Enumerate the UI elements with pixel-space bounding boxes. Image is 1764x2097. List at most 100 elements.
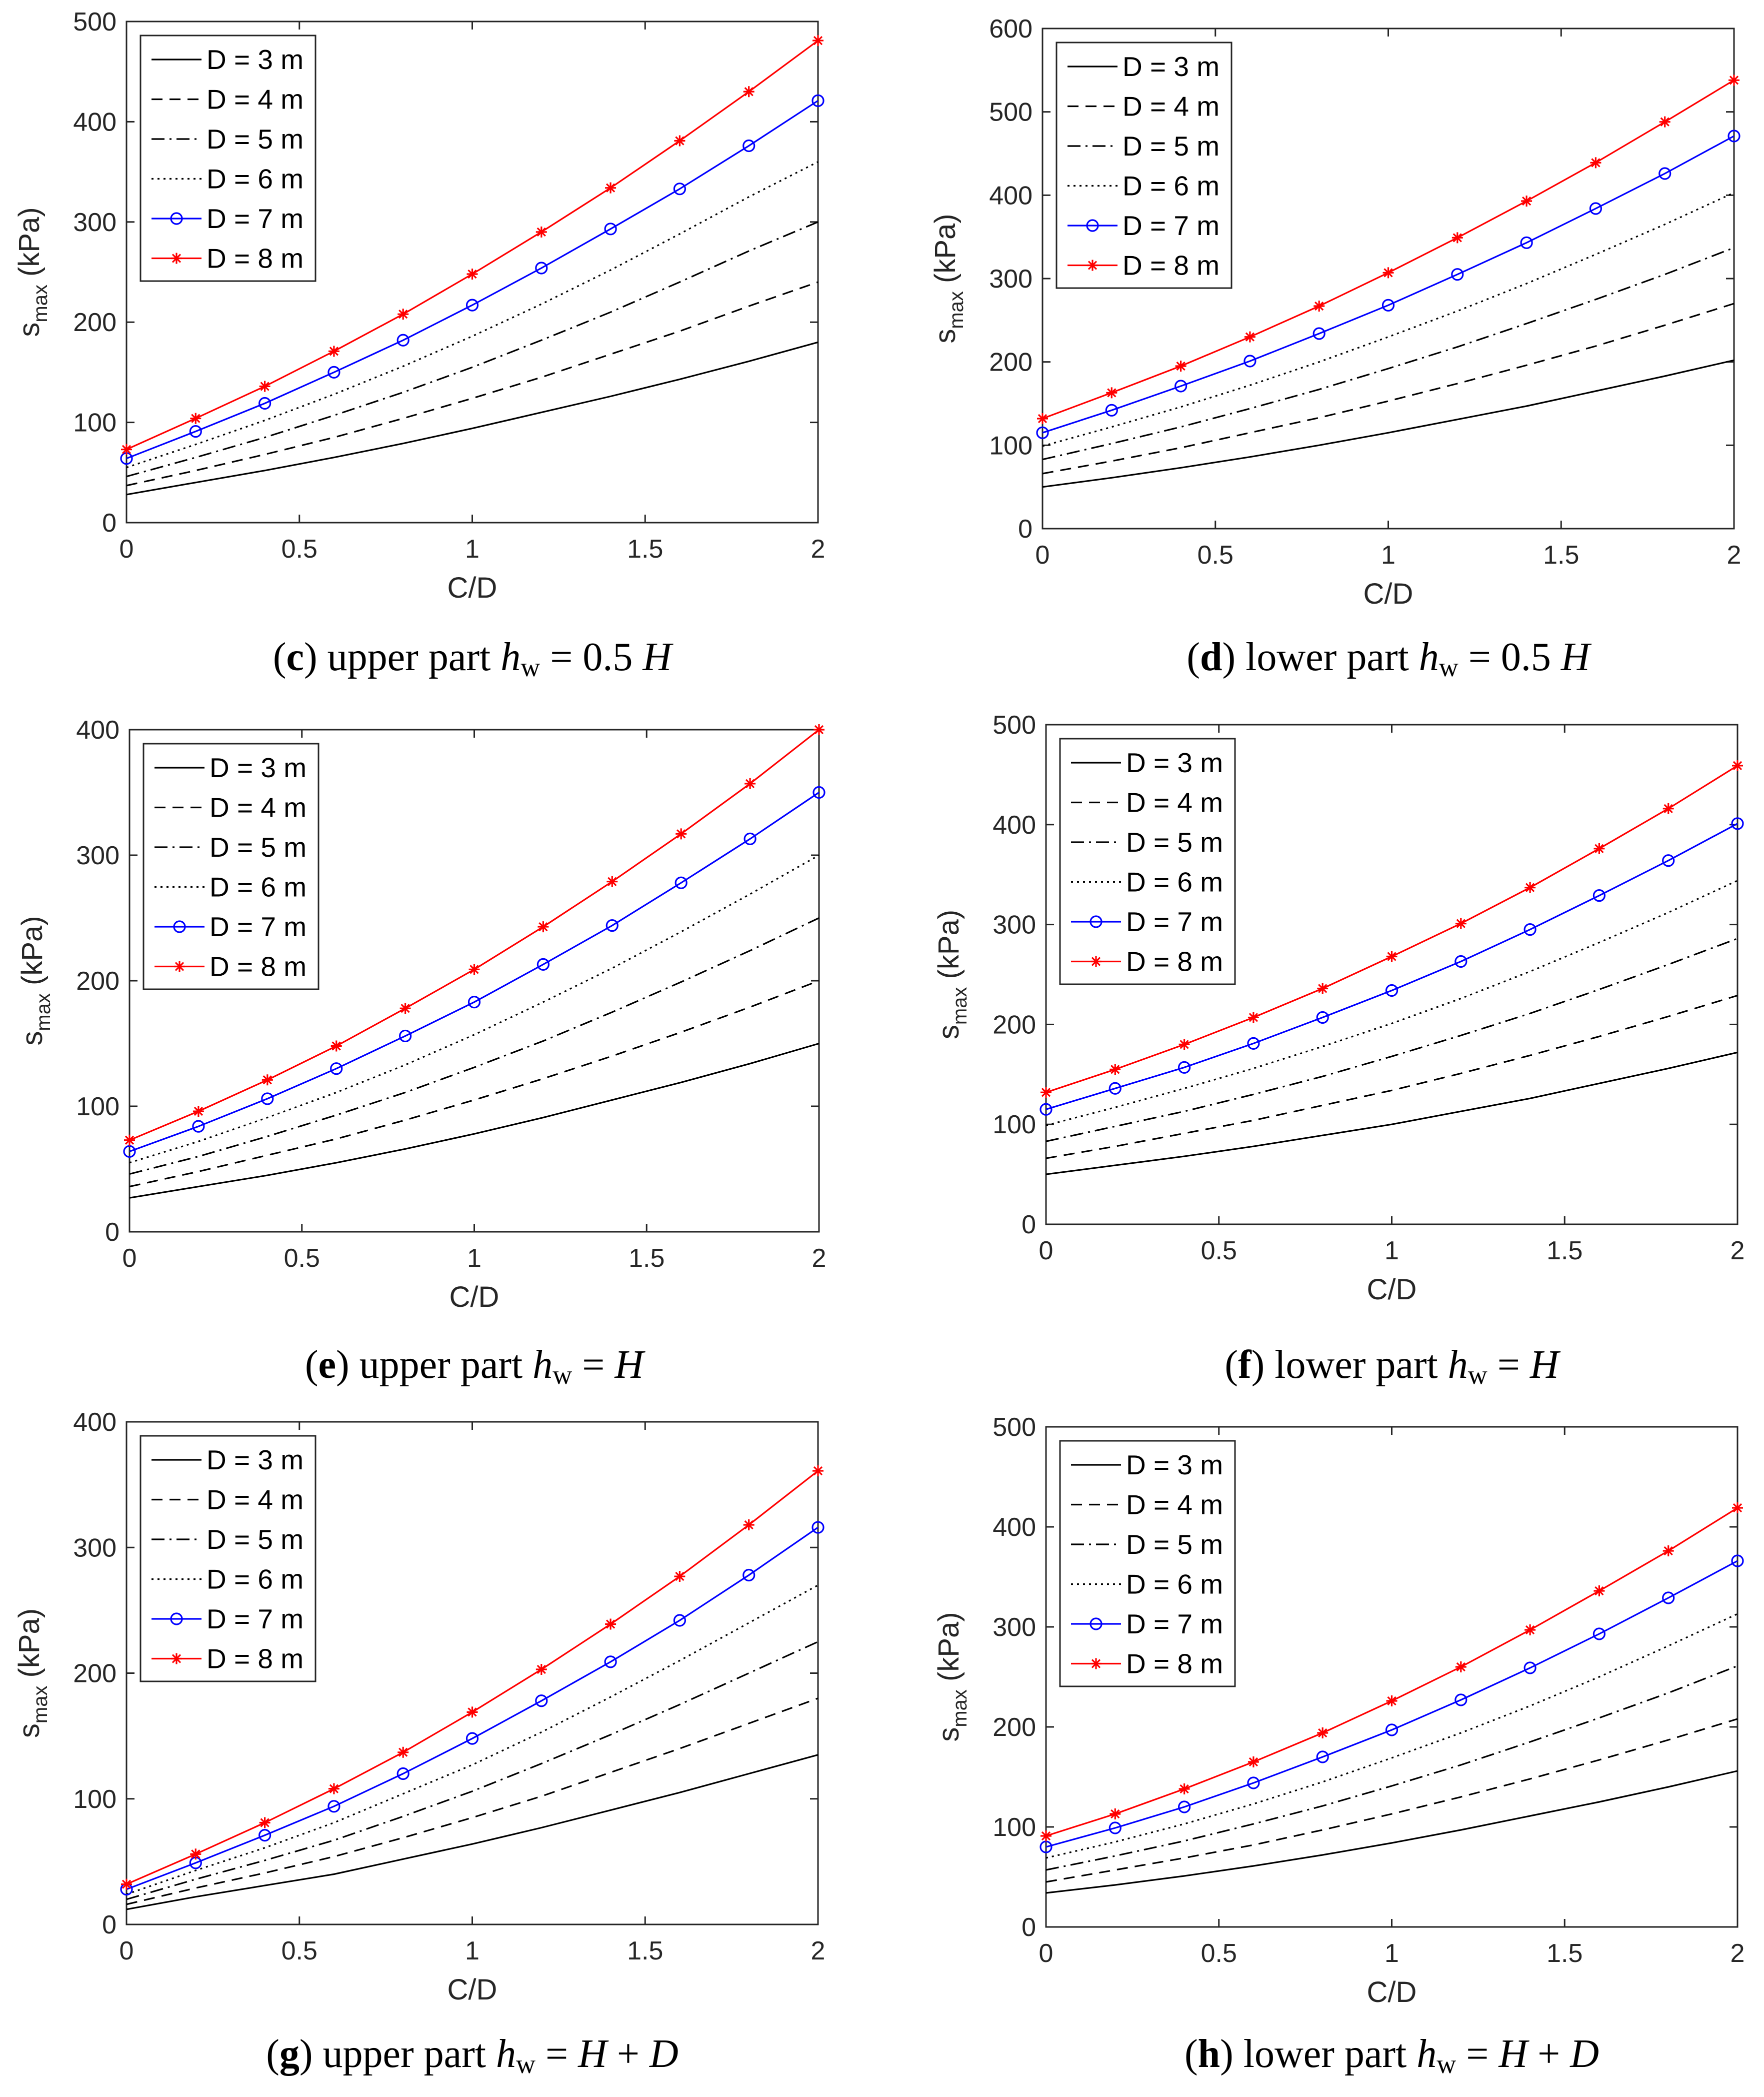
- y-axis-subscript: max: [30, 285, 52, 323]
- series-line: [1046, 938, 1738, 1142]
- y-axis-title: smax (kPa): [16, 916, 54, 1045]
- data-point-circle: [673, 183, 686, 196]
- data-point-asterisk: [1452, 232, 1463, 244]
- caption-variable: h: [500, 635, 520, 679]
- data-point-circle: [1036, 426, 1049, 439]
- legend-label: D = 5 m: [1126, 1529, 1223, 1560]
- legend-marker-circle: [1090, 915, 1102, 928]
- y-axis-unit: (kPa): [13, 1608, 46, 1686]
- data-point-asterisk: [1178, 1039, 1190, 1050]
- y-tick-label: 100: [989, 431, 1032, 460]
- y-tick-label: 500: [73, 8, 116, 37]
- data-point-asterisk: [1040, 1087, 1052, 1098]
- legend-label: D = 3 m: [210, 752, 306, 783]
- series-5: [1040, 1554, 1744, 1853]
- y-tick-label: 400: [992, 811, 1036, 840]
- caption-paren-close: ): [336, 1343, 350, 1387]
- series-4: [126, 161, 818, 469]
- data-point-circle: [604, 223, 617, 236]
- y-tick-label: 200: [992, 1713, 1036, 1742]
- data-point-circle: [1108, 1821, 1122, 1834]
- data-point-circle: [1178, 1800, 1191, 1813]
- legend-label: D = 4 m: [1126, 1489, 1223, 1520]
- caption-subscript: w: [1468, 1360, 1488, 1390]
- series-line: [1046, 1560, 1738, 1848]
- panel-caption: (e) upper part hw = H: [305, 1343, 646, 1390]
- legend-label: D = 3 m: [1122, 51, 1220, 82]
- data-point-asterisk: [605, 182, 616, 194]
- x-tick-label: 0: [1039, 1939, 1054, 1968]
- caption-paren-close: ): [1252, 1343, 1265, 1387]
- caption-relation: =: [572, 1343, 614, 1387]
- data-point-asterisk: [814, 724, 824, 735]
- data-point-asterisk: [1732, 1502, 1743, 1513]
- x-tick-label: 1.5: [1543, 541, 1579, 570]
- data-point-circle: [1247, 1776, 1260, 1789]
- y-tick-label: 400: [73, 108, 116, 137]
- legend: D = 3 m D = 4 m D = 5 m D = 6 m D = 7 m D = 8…: [140, 1435, 316, 1682]
- data-point-asterisk: [1110, 1808, 1121, 1819]
- series-line: [126, 1641, 818, 1900]
- data-point-circle: [812, 94, 824, 107]
- caption-letter: e: [318, 1343, 336, 1387]
- series-line: [1046, 823, 1738, 1110]
- y-tick-label: 500: [992, 1413, 1036, 1442]
- data-point-circle: [1316, 1750, 1329, 1763]
- chart-panel-e: 0 0.5 1 1.5 2 0 100 200 300 400 C/D smax (kPa) D = 3…: [16, 716, 826, 1390]
- data-point-asterisk: [1248, 1012, 1259, 1023]
- series-3: [1046, 938, 1738, 1142]
- y-axis-symbol: s: [16, 1031, 48, 1046]
- legend-label: D = 8 m: [1122, 250, 1220, 281]
- x-tick-label: 0.5: [282, 1936, 318, 1965]
- data-point-circle: [466, 1732, 479, 1745]
- legend-label: D = 8 m: [206, 243, 304, 274]
- data-point-asterisk: [1317, 983, 1328, 994]
- data-point-circle: [328, 366, 340, 379]
- x-tick-label: 0: [122, 1244, 137, 1273]
- x-tick-label: 1.5: [1546, 1939, 1582, 1968]
- x-axis-title: C/D: [1364, 578, 1414, 610]
- data-point-circle: [1108, 1082, 1122, 1095]
- data-point-circle: [1454, 1693, 1468, 1706]
- data-point-circle: [673, 1614, 686, 1627]
- legend-label: D = 6 m: [1126, 1569, 1223, 1600]
- y-axis-subscript: max: [30, 1686, 52, 1724]
- x-tick-label: 2: [1727, 541, 1742, 570]
- legend-label: D = 5 m: [1126, 827, 1223, 858]
- data-point-circle: [192, 1120, 205, 1133]
- caption-relation: =: [536, 2032, 578, 2076]
- data-point-asterisk: [1175, 361, 1186, 372]
- data-point-asterisk: [1662, 803, 1674, 814]
- series-line: [126, 161, 818, 469]
- legend-label: D = 6 m: [206, 1564, 304, 1595]
- y-axis-symbol: s: [929, 329, 962, 344]
- x-tick-label: 0.5: [284, 1244, 320, 1273]
- x-tick-label: 2: [811, 1936, 826, 1965]
- legend-marker-circle: [170, 1612, 183, 1625]
- y-tick-label: 0: [1022, 1210, 1036, 1239]
- x-tick-label: 0: [1039, 1236, 1054, 1265]
- y-axis-symbol: s: [932, 1727, 965, 1742]
- data-point-circle: [258, 1829, 272, 1842]
- y-tick-label: 200: [992, 1010, 1036, 1039]
- data-point-circle: [396, 334, 410, 347]
- x-tick-label: 1: [1384, 1236, 1399, 1265]
- x-tick-label: 1: [465, 535, 480, 564]
- x-axis-title: C/D: [1367, 1976, 1417, 2008]
- series-3: [129, 917, 820, 1175]
- data-point-asterisk: [190, 413, 202, 424]
- data-point-asterisk: [1662, 1545, 1674, 1556]
- legend-label: D = 7 m: [1126, 906, 1223, 937]
- data-point-asterisk: [1590, 157, 1602, 169]
- y-axis-subscript: max: [949, 987, 971, 1025]
- data-point-circle: [189, 425, 202, 438]
- legend-label: D = 4 m: [1122, 91, 1220, 122]
- y-tick-label: 200: [989, 348, 1032, 377]
- series-6: [1040, 760, 1743, 1098]
- data-point-circle: [1592, 1627, 1606, 1640]
- caption-rhs-part: +: [1528, 2032, 1570, 2076]
- chart-panel-f: 0 0.5 1 1.5 2 0 100 200 300 400 500 C/D smax (kPa) D …: [932, 711, 1744, 1390]
- data-point-circle: [674, 876, 688, 889]
- series-line: [126, 1697, 818, 1905]
